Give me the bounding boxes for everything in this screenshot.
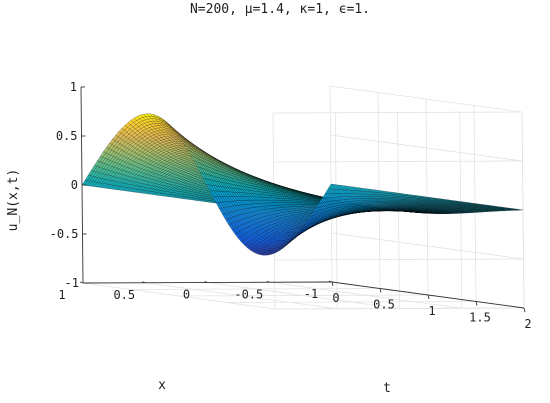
grid-line: [145, 282, 338, 310]
surface-mesh: [81, 113, 524, 256]
grid-line: [269, 281, 462, 309]
grid-line: [207, 282, 400, 309]
grid-line: [82, 282, 276, 310]
